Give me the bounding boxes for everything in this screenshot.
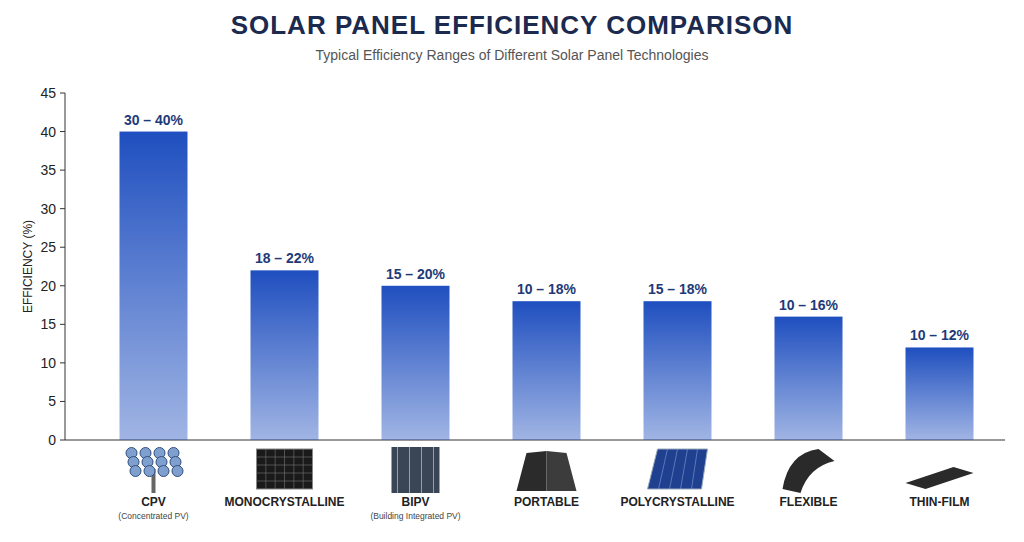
icon-part [284,449,285,489]
icon-part [547,451,577,491]
x-tick-label: FLEXIBLE [779,495,837,509]
icon-part [421,447,422,493]
bar [644,301,712,440]
y-tick [60,324,65,325]
y-tick-label: 20 [40,278,56,294]
category-icon [257,449,313,489]
y-tick [60,170,65,171]
y-tick-label: 15 [40,316,56,332]
y-tick-label: 10 [40,355,56,371]
bar [120,132,188,440]
icon-part [257,457,313,458]
category-icon [906,467,974,489]
title: SOLAR PANEL EFFICIENCY COMPARISON [231,10,794,40]
icon-part [397,447,398,493]
y-tick-label: 35 [40,162,56,178]
icon-part [670,449,678,489]
icon-part [130,466,141,477]
y-tick-label: 25 [40,239,56,255]
bar [906,347,974,440]
icon-part [783,449,835,493]
x-tick-sublabel: (Building Integrated PV) [370,511,460,521]
data-label: 30 – 40% [124,112,184,128]
x-tick-label: BIPV [401,495,429,509]
bar [382,286,450,440]
icon-part [265,449,266,489]
y-axis-line [65,93,66,440]
y-tick [60,362,65,363]
data-label: 18 – 22% [255,250,315,266]
category-icon [783,449,835,493]
x-tick-label: PORTABLE [514,495,579,509]
icon-part [517,451,547,491]
icon-part [257,465,313,466]
y-tick-label: 0 [48,432,56,448]
icon-part [144,466,155,477]
y-tick [60,131,65,132]
icon-part [257,449,313,489]
category-icon [517,451,577,491]
data-label: 10 – 12% [910,327,970,343]
category-icon [392,447,440,493]
icon-part [392,447,440,493]
category-icon [126,448,183,494]
icon-part [257,473,313,474]
data-label: 15 – 18% [648,281,708,297]
y-tick-label: 5 [48,393,56,409]
y-tick-label: 40 [40,124,56,140]
x-tick-label: THIN-FILM [910,495,970,509]
category-icon [648,449,708,489]
bar [513,301,581,440]
icon-part [172,466,183,477]
y-tick-label: 45 [40,85,56,101]
icon-part [906,467,974,489]
y-tick [60,93,65,94]
subtitle: Typical Efficiency Ranges of Different S… [315,47,708,63]
icon-part [692,449,698,489]
y-tick-label: 30 [40,201,56,217]
page: {"chart_data": {"type": "bar", "title": … [0,0,1024,542]
chart: SOLAR PANEL EFFICIENCY COMPARISON Typical… [0,0,1024,542]
x-tick-sublabel: (Concentrated PV) [118,511,189,521]
y-tick [60,285,65,286]
icon-part [659,449,668,489]
y-tick [60,401,65,402]
icon-part [158,466,169,477]
x-tick-label: CPV [141,495,166,509]
icon-part [648,449,708,489]
y-axis-title: EFFICIENCY (%) [21,220,35,313]
bar [775,317,843,440]
y-tick [60,247,65,248]
icon-part [257,481,313,482]
icon-part [433,447,434,493]
data-label: 10 – 16% [779,297,839,313]
icon-part [275,449,276,489]
x-tick-label: MONOCRYSTALLINE [225,495,345,509]
data-label: 15 – 20% [386,266,446,282]
icon-part [303,449,304,489]
bar [251,270,319,440]
bars [120,132,974,440]
y-tick [60,440,65,441]
y-tick [60,208,65,209]
x-tick-label: POLYCRYSTALLINE [620,495,734,509]
icon-part [293,449,294,489]
icon-part [681,449,688,489]
icon-part [409,447,410,493]
data-label: 10 – 18% [517,281,577,297]
